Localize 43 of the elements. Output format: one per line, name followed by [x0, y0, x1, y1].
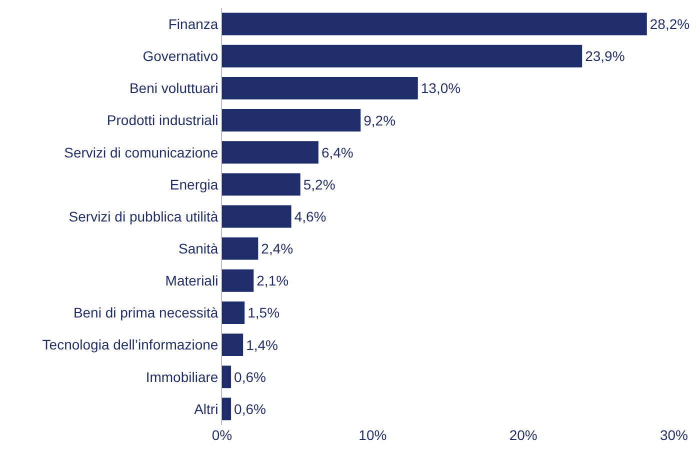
y-tick-label: Tecnologia dell’informazione — [42, 336, 218, 353]
y-tick-label: Servizi di comunicazione — [64, 144, 218, 160]
data-label: 2,4% — [261, 240, 294, 257]
bar — [222, 109, 361, 132]
y-tick-label: Beni di prima necessità — [73, 304, 218, 321]
data-label: 0,6% — [234, 400, 266, 417]
y-tick-label: Altri — [194, 400, 218, 417]
data-label: 1,4% — [246, 336, 278, 353]
y-tick-label: Sanità — [178, 240, 218, 256]
bar — [222, 237, 258, 260]
data-label: 9,2% — [364, 112, 396, 128]
data-label: 4,6% — [294, 208, 326, 224]
data-label: 28,2% — [650, 16, 690, 32]
y-tick-label: Governativo — [142, 48, 218, 64]
y-tick-label: Energia — [170, 176, 218, 192]
x-tick-label: 0% — [212, 427, 232, 443]
data-label: 6,4% — [321, 144, 354, 160]
data-label: 2,1% — [256, 272, 289, 289]
bar — [222, 76, 418, 100]
x-tick-label: 30% — [660, 427, 688, 443]
x-tick-label: 20% — [509, 427, 538, 443]
data-label: 13,0% — [420, 80, 461, 96]
y-tick-label: Prodotti industriali — [106, 112, 218, 128]
y-tick-label: Servizi di pubblica utilità — [68, 208, 218, 224]
y-tick-label: Materiali — [165, 272, 218, 289]
bar — [222, 12, 647, 36]
data-label: 0,6% — [234, 368, 266, 385]
bar — [222, 44, 582, 68]
bar — [222, 366, 232, 388]
data-label: 1,5% — [248, 304, 280, 321]
bar — [222, 173, 300, 196]
bar — [222, 334, 244, 356]
bar — [222, 302, 245, 324]
bar — [222, 141, 318, 164]
data-label: 5,2% — [303, 176, 336, 192]
y-tick-label: Finanza — [168, 16, 218, 32]
bar — [222, 205, 292, 228]
data-label: 23,9% — [585, 48, 625, 64]
y-tick-label: Beni voluttuari — [129, 80, 218, 96]
x-tick-label: 10% — [358, 427, 387, 443]
bar — [222, 398, 232, 420]
bar — [222, 269, 254, 292]
y-tick-label: Immobiliare — [146, 368, 218, 385]
